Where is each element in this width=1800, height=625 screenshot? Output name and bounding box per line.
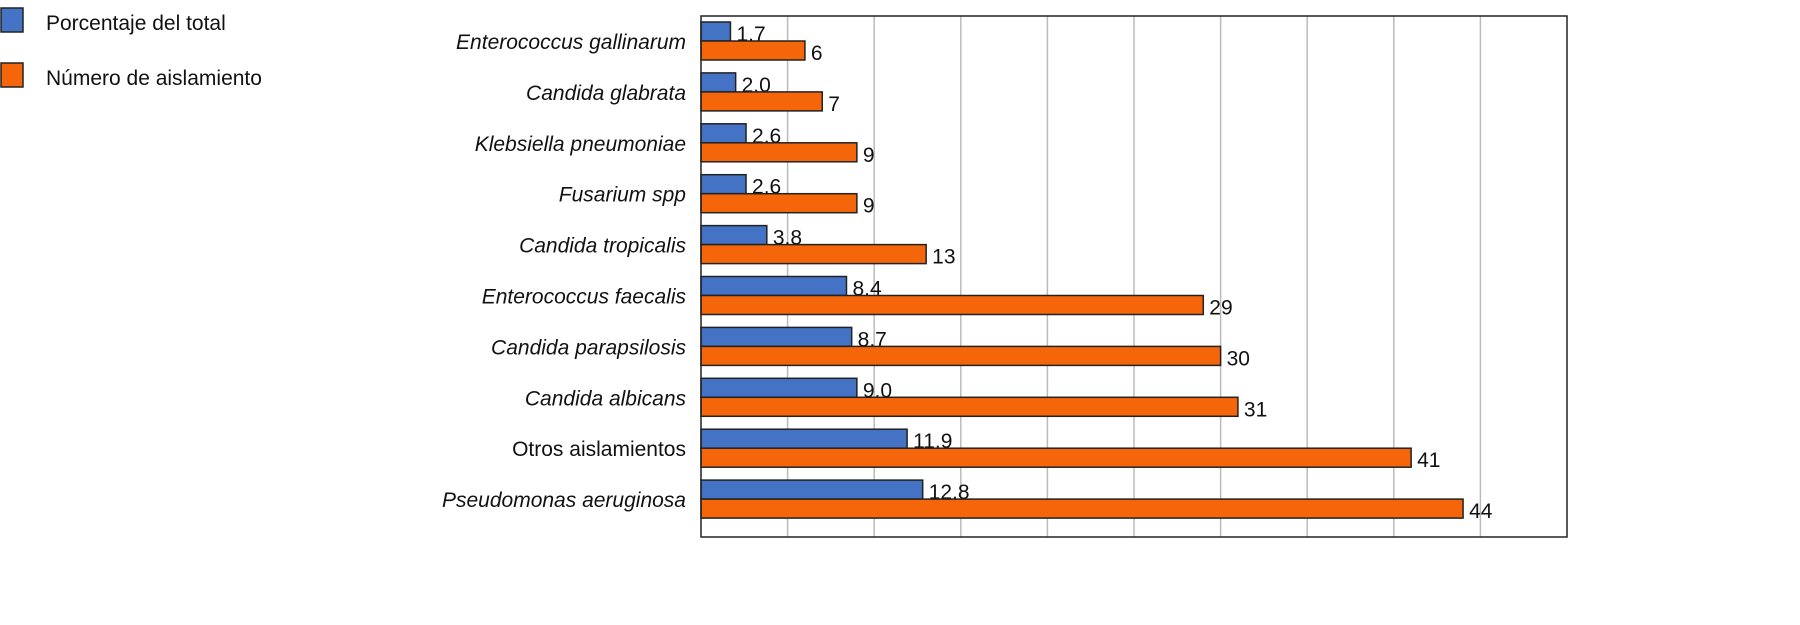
legend-swatch-numero [0,62,24,88]
bar-porcentaje [700,173,747,195]
category-label: Candida glabrata [526,82,686,105]
data-label: 44 [1469,500,1493,523]
legend-swatch-porcentaje [0,7,24,33]
data-label: 30 [1227,347,1250,370]
bar-porcentaje [700,428,908,449]
bar-numero [700,345,1222,367]
legend-label-porcentaje: Porcentaje del total [46,12,226,35]
bar-porcentaje [700,224,768,246]
category-label: Candida parapsilosis [491,336,686,359]
category-label: Candida albicans [525,387,687,410]
bar-numero [700,498,1464,519]
category-label: Enterococcus faecalis [482,286,687,309]
bar-porcentaje [700,326,853,348]
data-label: 9 [863,195,875,218]
bar-numero [700,396,1239,418]
bar-numero [700,142,858,163]
legend-label-numero: Número de aislamiento [46,67,262,90]
category-labels: Enterococcus gallinarum Candida glabrata K… [442,31,687,512]
bar-porcentaje [700,377,858,399]
bar-numero [700,447,1412,468]
bar-numero [700,192,858,214]
bar-numero [700,243,927,265]
data-label: 7 [828,93,840,116]
bar-numero [700,91,823,112]
bar-porcentaje [700,479,924,500]
data-label: 9 [863,144,875,167]
bar-porcentaje [700,275,848,297]
category-label: Klebsiella pneumoniae [475,133,686,156]
category-label: Pseudomonas aeruginosa [442,489,686,512]
category-label: Fusarium spp [559,184,686,207]
category-label: Enterococcus gallinarum [456,31,686,54]
data-label: 6 [811,42,823,65]
legend: Porcentaje del total Número de aislamien… [0,7,262,90]
data-label: 31 [1244,398,1267,421]
bars: 1.762.072.692.693.8138.4298.7309.03111.9… [700,21,1493,523]
bar-porcentaje [700,123,747,144]
plot-frame [700,15,1568,538]
data-label: 13 [932,246,955,269]
bar-numero [700,294,1205,316]
bar-porcentaje [700,21,732,42]
data-label: 29 [1209,297,1232,320]
data-label: 41 [1417,449,1440,472]
category-label: Otros aislamientos [512,438,686,461]
bar-porcentaje [700,72,737,93]
gridlines [786,16,1482,537]
bar-numero [700,40,806,61]
category-label: Candida tropicalis [519,235,686,258]
